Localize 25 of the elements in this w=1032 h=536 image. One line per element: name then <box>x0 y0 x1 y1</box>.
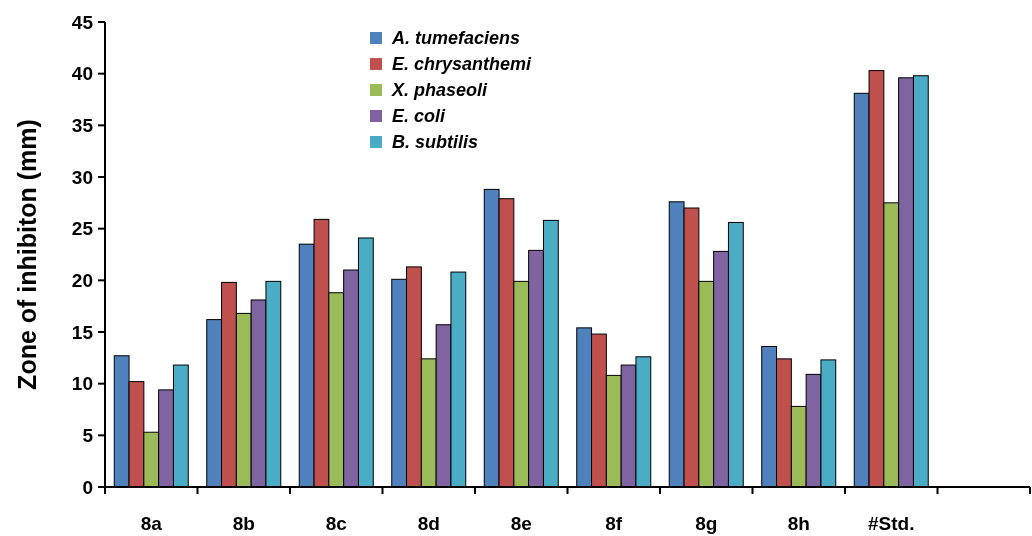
y-tick-label: 30 <box>71 166 93 188</box>
y-tick-label: 5 <box>82 424 94 446</box>
x-tick-label: 8b <box>232 513 255 534</box>
x-tick-label: 8g <box>695 513 718 534</box>
y-tick-label: 20 <box>71 269 93 291</box>
legend-label: A. tumefaciens <box>391 28 521 49</box>
x-tick-label: 8a <box>140 513 163 534</box>
x-tick-label: 8f <box>605 513 623 534</box>
legend-label: B. subtilis <box>392 132 479 153</box>
y-tick-label: 10 <box>71 373 93 395</box>
legend-label: X. phaseoli <box>391 80 489 101</box>
y-tick-label: 0 <box>82 476 93 498</box>
y-tick-label: 40 <box>71 63 93 85</box>
y-axis-title: Zone of inhibiton (mm) <box>13 119 41 390</box>
legend-label: E. chrysanthemi <box>392 54 533 75</box>
y-tick-label: 25 <box>71 218 94 240</box>
y-tick-label: 15 <box>71 321 94 343</box>
y-tick-label: 35 <box>71 114 94 136</box>
x-tick-label: 8h <box>787 513 810 534</box>
y-tick-label: 45 <box>71 11 94 33</box>
x-tick-label: 8d <box>417 513 440 534</box>
x-tick-label: #Std. <box>868 513 915 534</box>
x-tick-label: 8e <box>510 513 532 534</box>
x-tick-label: 8c <box>325 513 348 534</box>
legend-label: E. coli <box>392 106 447 127</box>
